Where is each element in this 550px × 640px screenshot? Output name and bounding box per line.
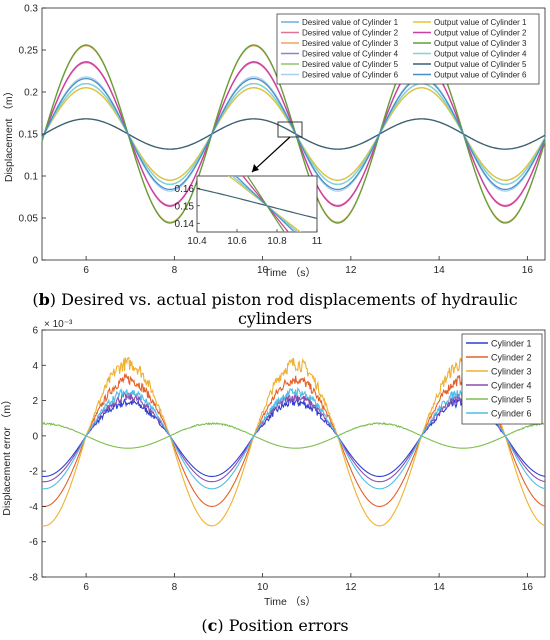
x-tick-label: 6: [83, 265, 89, 276]
inset-y-tick-label: 0.14: [175, 219, 195, 230]
y-tick-label: 6: [32, 326, 38, 337]
legend-entry: Desired value of Cylinder 4: [302, 50, 399, 59]
y-tick-label: 0.05: [19, 214, 39, 225]
y-axis-label-1: Displacement （m）: [3, 86, 15, 182]
legend-entry: Output value of Cylinder 4: [434, 50, 527, 59]
x-tick-label: 10: [257, 265, 269, 276]
x-tick-label: 16: [522, 582, 534, 593]
chart-displacement: 6 8 10 12 14 16 0 0.05 0.1 0.15 0.2 0.25 0.3 Time （s…: [3, 4, 546, 279]
y-tick-label: -6: [29, 537, 38, 548]
y-tick-label: 0.15: [19, 130, 39, 141]
y-tick-label: 0.25: [19, 46, 39, 57]
y-tick-label: -8: [29, 573, 38, 584]
legend-entry: Desired value of Cylinder 6: [302, 71, 399, 80]
series-group-2: [41, 356, 546, 527]
chart-position-error: 6 8 10 12 14 16 -8 -6 -4 -2 0 2 4 6 × 10⁻³ Time （s） D…: [1, 319, 546, 608]
zoom-arrow: [251, 136, 291, 173]
x-tick-label: 8: [172, 582, 178, 593]
y-tick-label: 0: [32, 431, 38, 442]
legend-entry: Output value of Cylinder 1: [434, 18, 527, 27]
x-tick-label: 8: [172, 265, 178, 276]
y-tick-label: 2: [32, 396, 38, 407]
series-line-output-value-of-cylinder-5: [41, 118, 546, 150]
series-line-cylinder-3: [41, 356, 546, 527]
caption-c-letter: c: [207, 616, 218, 635]
caption-b-letter: b: [38, 290, 50, 309]
legend-entry: Cylinder 5: [491, 395, 532, 405]
inset-y-tick-label: 0.15: [175, 201, 195, 212]
x-axis-label-2: Time （s）: [264, 596, 316, 608]
legend-2: Cylinder 1 Cylinder 2 Cylinder 3 Cylinder 4…: [461, 333, 543, 425]
legend-entry: Cylinder 2: [491, 353, 532, 363]
y-tick-label: 0: [32, 256, 38, 267]
caption-b: (b) Desired vs. actual piston rod displa…: [32, 290, 518, 328]
series-group-1: [41, 44, 546, 224]
inset-series-line: [197, 187, 317, 219]
series-line-output-value-of-cylinder-6: [41, 77, 546, 191]
legend-entry: Output value of Cylinder 2: [434, 29, 527, 38]
legend-entry: Cylinder 6: [491, 409, 532, 419]
legend-entry: Desired value of Cylinder 3: [302, 39, 399, 48]
inset-y-tick-label: 0.16: [175, 184, 195, 195]
y-tick-label: 0.1: [24, 172, 38, 183]
inset-series-line: [246, 176, 285, 232]
series-line-output-value-of-cylinder-3: [41, 44, 546, 224]
x-axis-label-1: Time （s）: [264, 267, 316, 279]
legend-entry: Cylinder 1: [491, 339, 532, 349]
caption-c: (c) Position errors: [201, 616, 349, 635]
inset-x-tick-label: 10.6: [227, 236, 247, 247]
inset-x-tick-label: 10.4: [187, 236, 207, 247]
y-tick-label: 0.3: [24, 4, 38, 15]
legend-box-1: [276, 13, 540, 85]
legend-entry: Output value of Cylinder 6: [434, 71, 527, 80]
x-tick-label: 12: [345, 582, 357, 593]
inset-frame: [196, 175, 318, 233]
inset-series-line: [231, 176, 299, 232]
plot-area-2: [41, 329, 546, 578]
legend-entry: Output value of Cylinder 5: [434, 60, 527, 69]
x-tick-label: 6: [83, 582, 89, 593]
x-tick-label: 14: [434, 265, 446, 276]
x-tick-label: 10: [257, 582, 269, 593]
legend-1: Desired value of Cylinder 1 Desired value…: [276, 13, 540, 85]
legend-box-2: [461, 333, 543, 425]
inset-x-tick-label: 11: [312, 236, 323, 247]
y-axis-label-2: Displacement error （m）: [1, 394, 13, 515]
inset-x-tick-label: 10.8: [267, 236, 287, 247]
legend-entry: Cylinder 3: [491, 367, 532, 377]
y-tick-label: -4: [29, 502, 38, 513]
zoom-arrow-head: [252, 164, 259, 172]
series-line-cylinder-4: [41, 392, 546, 483]
legend-entry: Desired value of Cylinder 1: [302, 18, 399, 27]
y-multiplier-label: × 10⁻³: [44, 319, 73, 330]
series-line-cylinder-5: [41, 421, 546, 449]
caption-b-text: Desired vs. actual piston rod displaceme…: [61, 290, 518, 328]
series-line-cylinder-2: [41, 372, 546, 507]
series-line-cylinder-6: [41, 386, 546, 490]
x-tick-label: 16: [522, 265, 534, 276]
legend-entry: Output value of Cylinder 3: [434, 39, 527, 48]
legend-entry: Desired value of Cylinder 5: [302, 60, 399, 69]
inset-series-line: [242, 176, 289, 232]
legend-entry: Cylinder 4: [491, 381, 532, 391]
legend-entry: Desired value of Cylinder 2: [302, 29, 399, 38]
caption-c-text: Position errors: [228, 616, 349, 635]
inset-zoom: 10.4 10.6 10.8 11 0.14 0.15 0.16: [175, 175, 323, 247]
x-tick-label: 14: [434, 582, 446, 593]
inset-series-line: [234, 176, 296, 232]
y-tick-label: -2: [29, 467, 38, 478]
x-tick-label: 12: [345, 265, 357, 276]
y-tick-label: 4: [32, 361, 38, 372]
y-tick-label: 0.2: [24, 88, 38, 99]
